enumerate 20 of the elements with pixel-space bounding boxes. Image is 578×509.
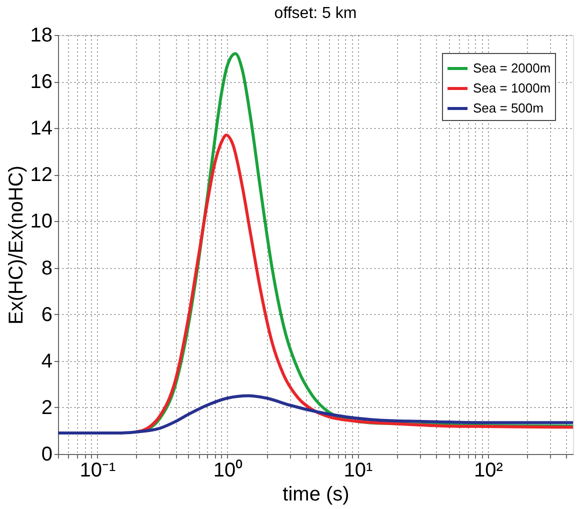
y-axis-title: Ex(HC)/Ex(noHC) — [5, 166, 28, 324]
y-tick-label: 8 — [41, 257, 52, 280]
y-tick-label: 0 — [41, 444, 52, 466]
y-tick-label: 14 — [30, 118, 52, 140]
legend-label: Sea = 2000m — [473, 60, 551, 76]
y-tick-label: 18 — [30, 24, 52, 46]
x-tick-label: 10⁰ — [213, 458, 243, 482]
legend-label: Sea = 1000m — [473, 80, 551, 96]
x-axis-title: time (s) — [282, 484, 350, 506]
x-tick-label: 10¹ — [344, 460, 373, 482]
y-tick-label: 16 — [30, 71, 52, 94]
y-tick-label: 2 — [41, 396, 52, 419]
x-tick-label: 10⁻¹ — [80, 460, 116, 482]
x-tick-label: 10² — [474, 460, 504, 482]
y-tick-label: 12 — [30, 164, 52, 186]
chart-title: offset: 5 km — [274, 5, 357, 22]
y-tick-label: 10 — [30, 210, 52, 233]
legend-label: Sea = 500m — [473, 100, 544, 116]
y-tick-label: 6 — [41, 304, 52, 326]
y-tick-label: 4 — [41, 350, 52, 372]
